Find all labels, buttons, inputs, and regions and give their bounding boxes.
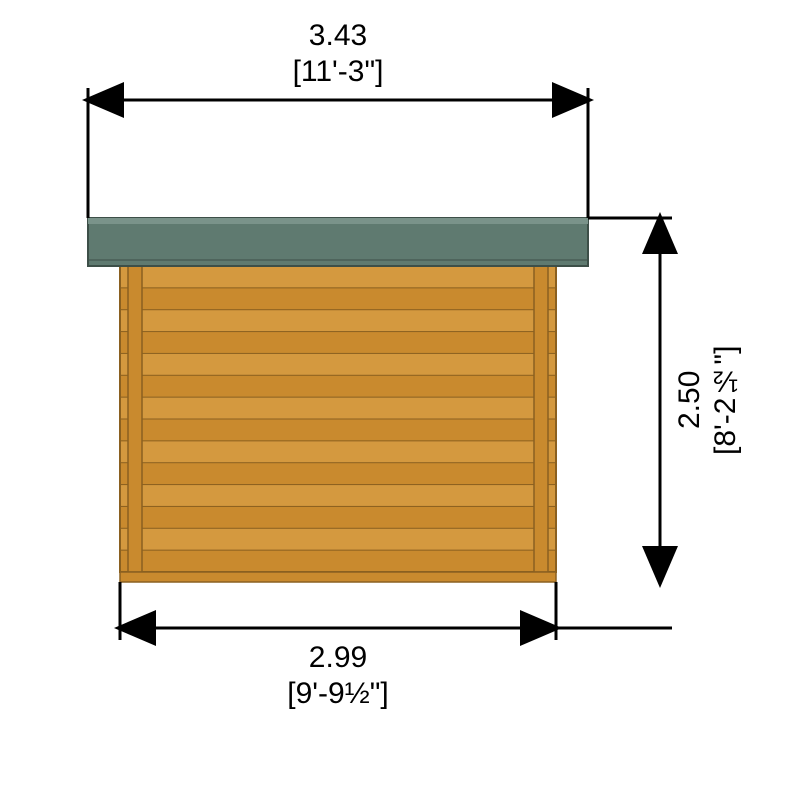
bottom-metric: 2.99: [120, 640, 556, 676]
right-imperial: [8'-2½"]: [708, 218, 744, 582]
top-imperial: [11'-3"]: [88, 54, 588, 90]
top-dimension-label: 3.43 [11'-3"]: [88, 18, 588, 90]
shed-base: [120, 572, 556, 582]
bottom-dimension-label: 2.99 [9'-9½"]: [120, 640, 556, 712]
right-dimension-label: 2.50 [8'-2½"]: [672, 218, 744, 582]
bottom-imperial: [9'-9½"]: [120, 676, 556, 712]
top-metric: 3.43: [88, 18, 588, 54]
right-metric: 2.50: [672, 218, 708, 582]
shed-wall: [120, 266, 556, 573]
shed-roof: [88, 218, 588, 266]
